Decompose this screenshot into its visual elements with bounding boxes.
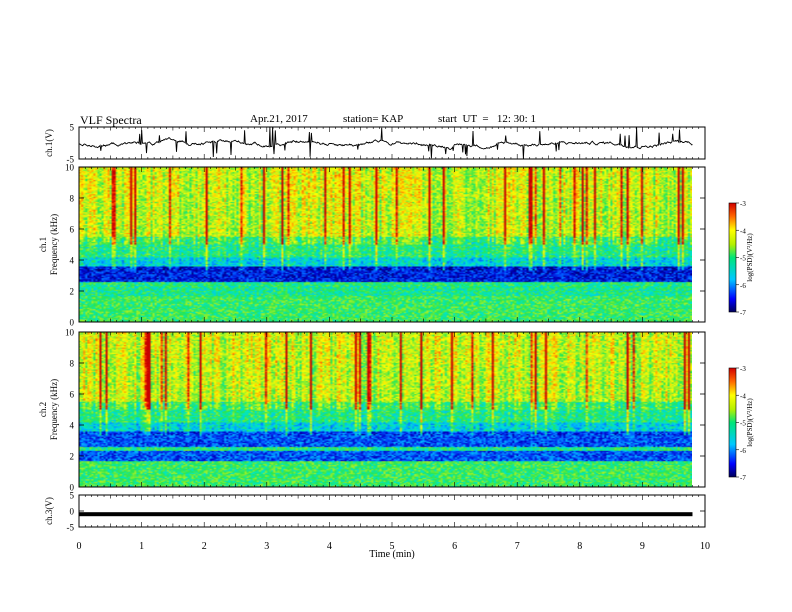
ch3-waveform-y-tick-label: -5 bbox=[67, 523, 75, 533]
ch3-waveform-y-label: ch.3(V) bbox=[44, 497, 54, 525]
ch3-waveform-y-tick-label: 5 bbox=[70, 491, 75, 501]
start-time-label: start UT = 12: 30: 1 bbox=[438, 113, 536, 125]
colorbar-tick-label: -4 bbox=[740, 227, 746, 235]
ch2-spectrogram-y-tick-label: 0 bbox=[70, 483, 75, 493]
x-tick-label: 3 bbox=[264, 541, 269, 552]
colorbar-label: log(PSD)(V²/Hz) bbox=[746, 233, 754, 282]
x-tick-label: 7 bbox=[515, 541, 520, 552]
ch1-spectrogram-colorbar bbox=[728, 202, 737, 313]
ch1-spectrogram-image bbox=[79, 167, 692, 322]
x-tick-label: 9 bbox=[640, 541, 645, 552]
ch2-spectrogram-y-label: Frequency (kHz) bbox=[49, 379, 59, 440]
x-tick-label: 5 bbox=[390, 541, 395, 552]
ch2-spectrogram-y-label: ch.2 bbox=[38, 402, 48, 417]
x-tick-label: 6 bbox=[452, 541, 457, 552]
ch2-spectrogram-y-tick-label: 4 bbox=[70, 421, 75, 431]
ch2-spectrogram-y-tick-label: 10 bbox=[65, 328, 75, 338]
ch1-spectrogram-y-tick-label: 2 bbox=[70, 287, 75, 297]
ch1-spectrogram-y-tick-label: 10 bbox=[65, 163, 75, 173]
colorbar-tick-label: -3 bbox=[740, 365, 746, 373]
x-tick-label: 4 bbox=[327, 541, 332, 552]
x-tick-label: 1 bbox=[139, 541, 144, 552]
ch1-waveform-y-tick-label: 5 bbox=[70, 123, 75, 133]
date-label: Apr.21, 2017 bbox=[250, 113, 308, 125]
ch2-spectrogram-image bbox=[79, 332, 692, 487]
colorbar-label: log(PSD)(V²/Hz) bbox=[746, 398, 754, 447]
ch2-spectrogram-y-tick-label: 8 bbox=[70, 359, 75, 369]
colorbar-tick-label: -6 bbox=[740, 447, 746, 455]
ch1-waveform-y-label: ch.1(V) bbox=[44, 129, 54, 157]
ch1-spectrogram-y-tick-label: 6 bbox=[70, 225, 75, 235]
ch1-waveform-trace bbox=[78, 127, 693, 159]
chart-title: VLF Spectra bbox=[80, 113, 142, 127]
x-tick-label: 2 bbox=[202, 541, 207, 552]
colorbar-tick-label: -5 bbox=[740, 420, 746, 428]
ch3-waveform-trace bbox=[79, 512, 693, 517]
x-tick-label: 10 bbox=[700, 541, 710, 552]
colorbar-tick-label: -3 bbox=[740, 200, 746, 208]
colorbar-tick-label: -4 bbox=[740, 392, 746, 400]
ch2-spectrogram-y-tick-label: 6 bbox=[70, 390, 75, 400]
ch1-waveform-y-tick-label: -5 bbox=[67, 155, 75, 165]
x-tick-label: 8 bbox=[577, 541, 582, 552]
ch2-spectrogram-y-tick-label: 2 bbox=[70, 452, 75, 462]
ch1-spectrogram-y-tick-label: 8 bbox=[70, 194, 75, 204]
ch2-spectrogram-colorbar bbox=[728, 367, 737, 478]
colorbar-tick-label: -6 bbox=[740, 282, 746, 290]
ch1-spectrogram-y-label: ch.1 bbox=[38, 237, 48, 252]
x-axis-label: Time (min) bbox=[369, 549, 414, 560]
ch1-spectrogram-y-tick-label: 4 bbox=[70, 256, 75, 266]
station-label: station= KAP bbox=[343, 113, 404, 125]
colorbar-tick-label: -7 bbox=[740, 309, 746, 317]
ch1-spectrogram-y-label: Frequency (kHz) bbox=[49, 214, 59, 275]
colorbar-tick-label: -5 bbox=[740, 255, 746, 263]
ch3-waveform-y-tick-label: 0 bbox=[70, 507, 75, 517]
x-tick-label: 0 bbox=[77, 541, 82, 552]
colorbar-tick-label: -7 bbox=[740, 474, 746, 482]
ch1-spectrogram-y-tick-label: 0 bbox=[70, 318, 75, 328]
